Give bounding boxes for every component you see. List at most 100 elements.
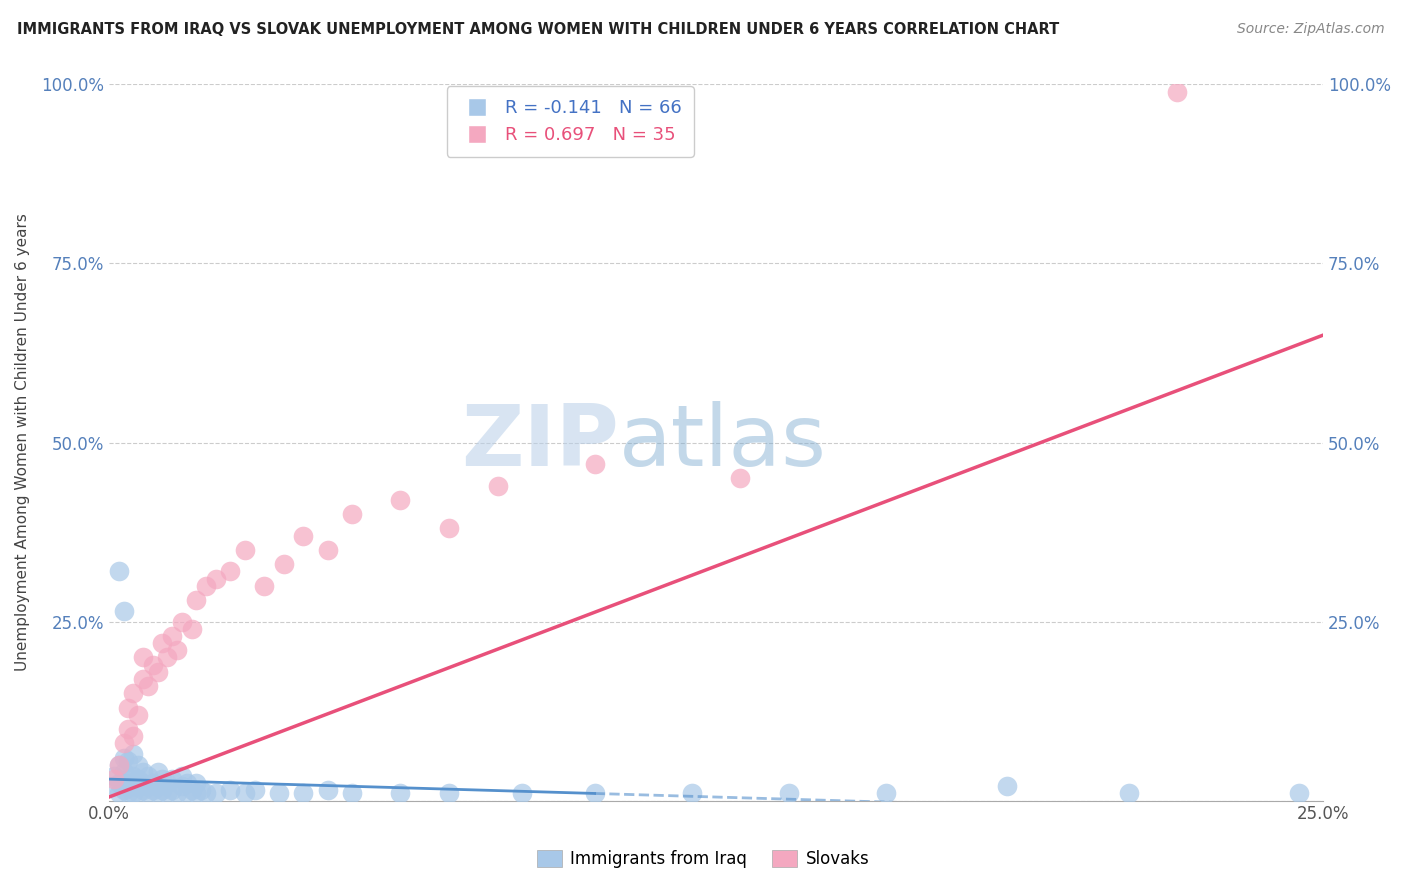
Text: IMMIGRANTS FROM IRAQ VS SLOVAK UNEMPLOYMENT AMONG WOMEN WITH CHILDREN UNDER 6 YE: IMMIGRANTS FROM IRAQ VS SLOVAK UNEMPLOYM… <box>17 22 1059 37</box>
Point <box>107 787 129 801</box>
Point <box>127 772 149 786</box>
Point <box>778 787 800 801</box>
Point <box>219 565 242 579</box>
Point <box>340 507 363 521</box>
Point <box>233 543 256 558</box>
Y-axis label: Unemployment Among Women with Children Under 6 years: Unemployment Among Women with Children U… <box>15 213 30 672</box>
Point <box>122 768 145 782</box>
Point <box>107 757 129 772</box>
Point <box>152 772 174 786</box>
Legend: Immigrants from Iraq, Slovaks: Immigrants from Iraq, Slovaks <box>530 843 876 875</box>
Point <box>107 757 129 772</box>
Point <box>437 521 460 535</box>
Point <box>132 783 155 797</box>
Point <box>127 707 149 722</box>
Point <box>233 787 256 801</box>
Point <box>316 783 339 797</box>
Point <box>127 757 149 772</box>
Point <box>132 764 155 779</box>
Point <box>117 772 139 786</box>
Point <box>166 643 188 657</box>
Point <box>117 722 139 736</box>
Point <box>103 779 125 793</box>
Point <box>132 672 155 686</box>
Point <box>117 787 139 801</box>
Point <box>292 528 315 542</box>
Point <box>186 593 208 607</box>
Point <box>136 779 159 793</box>
Point <box>681 787 703 801</box>
Point <box>107 565 129 579</box>
Point <box>103 772 125 786</box>
Point <box>219 783 242 797</box>
Point <box>117 700 139 714</box>
Point <box>273 558 295 572</box>
Point <box>1118 787 1140 801</box>
Point <box>142 657 165 672</box>
Point <box>112 764 135 779</box>
Point <box>176 775 198 789</box>
Point <box>583 457 606 471</box>
Point <box>389 787 412 801</box>
Point <box>146 779 169 793</box>
Point <box>136 768 159 782</box>
Point <box>243 783 266 797</box>
Point <box>997 779 1019 793</box>
Point <box>142 783 165 797</box>
Point <box>340 787 363 801</box>
Point <box>253 579 276 593</box>
Point <box>583 787 606 801</box>
Point <box>152 783 174 797</box>
Point <box>103 768 125 782</box>
Point <box>112 783 135 797</box>
Point <box>132 650 155 665</box>
Point <box>136 787 159 801</box>
Point <box>152 636 174 650</box>
Point <box>127 787 149 801</box>
Legend: R = -0.141   N = 66, R = 0.697   N = 35: R = -0.141 N = 66, R = 0.697 N = 35 <box>447 87 695 157</box>
Point <box>292 787 315 801</box>
Point <box>146 764 169 779</box>
Point <box>316 543 339 558</box>
Point <box>730 471 752 485</box>
Point <box>166 787 188 801</box>
Point <box>1288 787 1310 801</box>
Point <box>127 779 149 793</box>
Point <box>146 665 169 679</box>
Text: Source: ZipAtlas.com: Source: ZipAtlas.com <box>1237 22 1385 37</box>
Point <box>122 787 145 801</box>
Point <box>160 783 183 797</box>
Point <box>146 787 169 801</box>
Point <box>156 650 179 665</box>
Point <box>389 492 412 507</box>
Point <box>180 622 202 636</box>
Point <box>117 779 139 793</box>
Point <box>122 729 145 743</box>
Point <box>160 629 183 643</box>
Point <box>186 787 208 801</box>
Point <box>122 779 145 793</box>
Point <box>1166 85 1188 99</box>
Point <box>112 775 135 789</box>
Point <box>136 679 159 693</box>
Point <box>170 768 193 782</box>
Point <box>132 775 155 789</box>
Text: ZIP: ZIP <box>461 401 619 484</box>
Point <box>204 787 226 801</box>
Point <box>112 736 135 750</box>
Point <box>170 779 193 793</box>
Point <box>186 775 208 789</box>
Point <box>112 750 135 764</box>
Point <box>204 572 226 586</box>
Point <box>486 478 509 492</box>
Point <box>510 787 533 801</box>
Point <box>112 604 135 618</box>
Point <box>176 787 198 801</box>
Point <box>156 787 179 801</box>
Text: atlas: atlas <box>619 401 827 484</box>
Point <box>195 579 218 593</box>
Point <box>267 787 290 801</box>
Point <box>156 775 179 789</box>
Point <box>117 754 139 768</box>
Point <box>142 775 165 789</box>
